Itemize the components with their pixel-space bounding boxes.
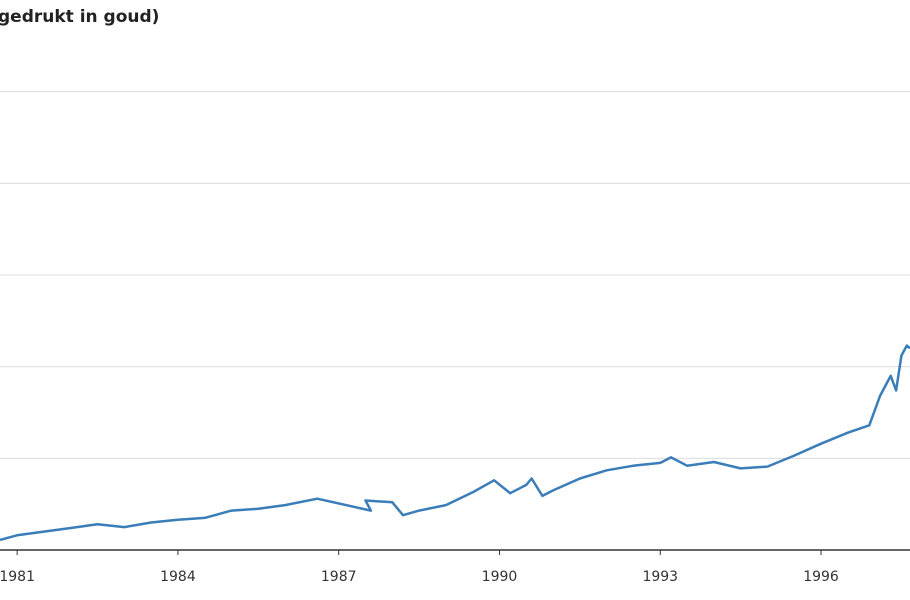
x-tick-label: 1990 (482, 569, 518, 585)
chart-title: gedrukt in goud) (0, 7, 159, 27)
line-series (0, 344, 910, 542)
x-tick-label: 1981 (0, 569, 35, 585)
x-tick-label: 1993 (642, 569, 678, 585)
x-tick-label: 1987 (321, 569, 357, 585)
x-tick-label: 1996 (803, 569, 839, 585)
x-tick-label: 1984 (160, 569, 196, 585)
